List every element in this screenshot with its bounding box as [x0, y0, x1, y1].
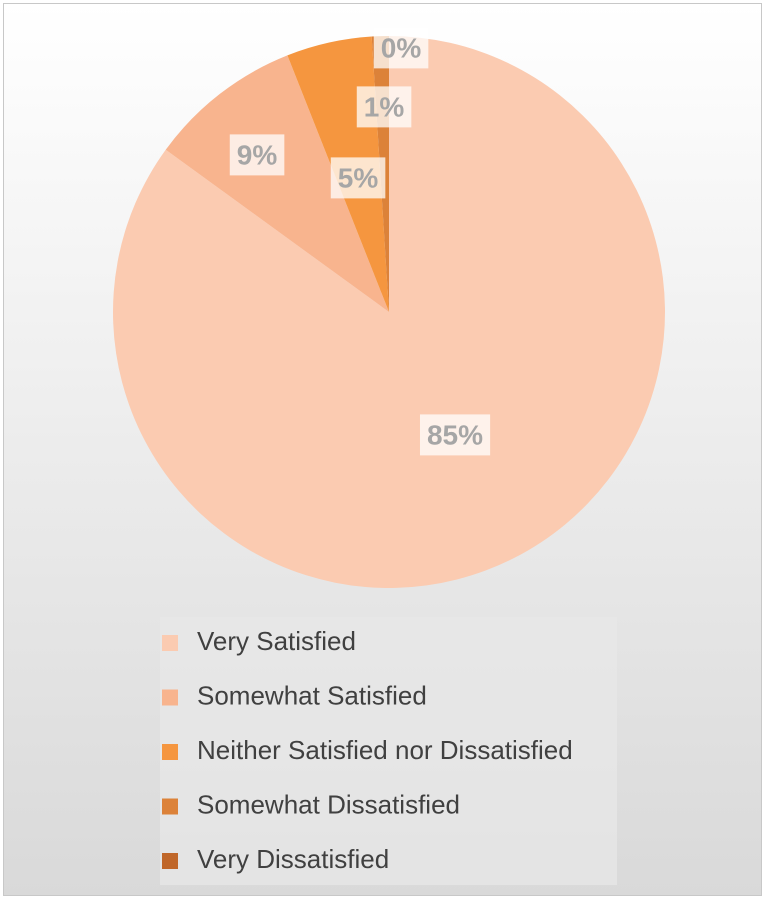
data-label: 5%: [338, 162, 379, 193]
legend-label: Neither Satisfied nor Dissatisfied: [197, 735, 573, 765]
legend-box: [160, 617, 617, 885]
data-label: 0%: [381, 32, 422, 63]
legend-swatch: [162, 853, 178, 869]
data-label-background: [356, 86, 412, 128]
legend-label: Somewhat Dissatisfied: [197, 789, 460, 819]
legend-label: Very Satisfied: [197, 626, 356, 656]
legend-label: Very Dissatisfied: [197, 844, 389, 874]
legend-swatch: [162, 689, 178, 706]
legend-swatch: [162, 744, 178, 760]
legend-swatch: [162, 798, 178, 815]
legend-swatch: [162, 635, 178, 651]
data-label-background: [330, 157, 386, 199]
data-label: 9%: [237, 139, 278, 170]
data-label: 1%: [364, 91, 405, 122]
data-label: 85%: [427, 419, 483, 450]
data-label-background: [419, 414, 491, 456]
legend-label: Somewhat Satisfied: [197, 680, 427, 710]
data-label-background: [229, 134, 285, 176]
data-label-background: [373, 27, 429, 69]
pie-slice: [165, 55, 389, 313]
